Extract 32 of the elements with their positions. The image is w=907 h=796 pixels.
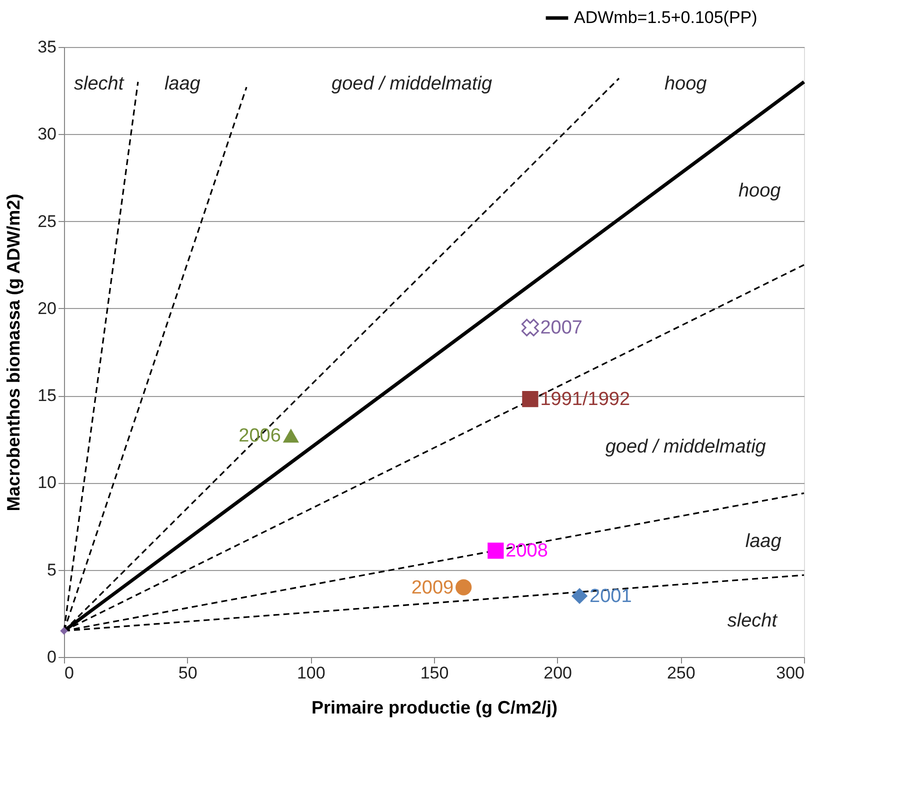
annotation: hoog xyxy=(664,74,708,95)
annotation: hoog xyxy=(738,180,782,202)
y-tick-label: 30 xyxy=(38,124,56,144)
y-tick-label: 15 xyxy=(38,386,56,406)
x-tick-label: 250 xyxy=(666,664,696,682)
x-tick-label: 200 xyxy=(544,664,572,682)
annotation: laag xyxy=(745,531,782,552)
x-axis-title: Primaire productie (g C/m2/j) xyxy=(311,698,558,718)
y-tick-label: 35 xyxy=(38,38,56,56)
annotation: goed / middelmatig xyxy=(605,436,766,458)
y-axis-title: Macrobenthos biomassa (g ADW/m2) xyxy=(4,194,24,512)
x-tick-label: 300 xyxy=(776,664,804,682)
x-tick-label: 100 xyxy=(296,664,326,682)
x-tick-label: 0 xyxy=(64,664,74,682)
series-label: 2009 xyxy=(411,577,454,598)
annotation: goed / middelmatig xyxy=(332,74,492,95)
legend-label: ADWmb=1.5+0.105(PP) xyxy=(574,8,758,27)
series-label: 2001 xyxy=(590,586,632,607)
annotation: slecht xyxy=(74,74,124,95)
y-tick-label: 20 xyxy=(38,298,56,318)
series-label: 2008 xyxy=(506,540,548,562)
x-tick-label: 150 xyxy=(420,664,449,682)
y-tick-label: 25 xyxy=(38,212,56,231)
series-label: 2006 xyxy=(238,426,281,447)
y-tick-label: 5 xyxy=(47,560,56,580)
y-tick-label: 0 xyxy=(47,648,56,666)
y-tick-label: 10 xyxy=(38,473,56,492)
series-label: 1991/1992 xyxy=(540,389,630,410)
annotation: slecht xyxy=(727,610,778,632)
series-label: 2007 xyxy=(540,318,582,339)
annotation: laag xyxy=(164,74,201,95)
x-tick-label: 50 xyxy=(178,664,198,682)
